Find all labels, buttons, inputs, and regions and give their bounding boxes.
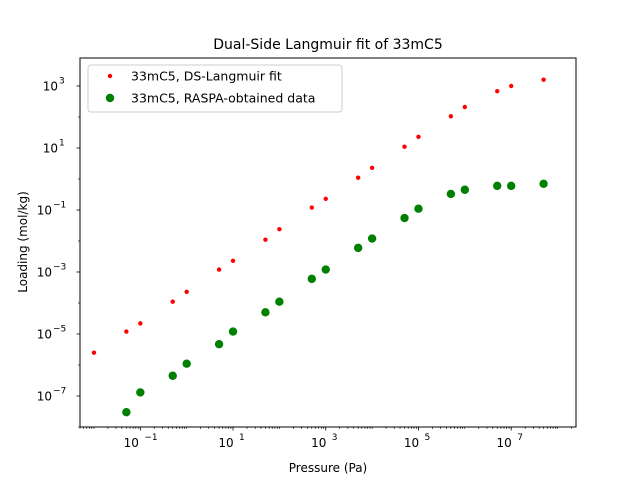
data-point	[402, 144, 407, 149]
x-tick-exponent: 3	[332, 433, 338, 443]
data-point	[263, 237, 268, 242]
data-point	[414, 204, 423, 213]
y-tick-exponent: −7	[53, 386, 66, 396]
data-point	[91, 350, 97, 355]
y-tick-label: 10	[43, 79, 58, 93]
x-tick-label: 10	[497, 436, 512, 450]
data-point	[136, 388, 145, 397]
data-point	[323, 196, 328, 201]
data-point	[182, 359, 191, 368]
data-point	[170, 299, 175, 304]
y-tick-exponent: 1	[59, 138, 65, 148]
y-tick-label: 10	[37, 389, 52, 403]
data-point	[122, 408, 131, 417]
plot-area-frame	[79, 57, 577, 428]
x-tick-exponent: −1	[144, 433, 157, 443]
y-axis-label: Loading (mol/kg)	[16, 191, 30, 293]
x-axis-label: Pressure (Pa)	[289, 461, 367, 475]
x-tick-label: 10	[404, 436, 419, 450]
data-point	[277, 227, 282, 232]
data-point	[307, 274, 316, 284]
series-raspa-data	[122, 179, 548, 417]
data-point	[168, 371, 177, 380]
data-point	[275, 297, 284, 306]
x-tick-exponent: 7	[517, 433, 523, 443]
data-point	[228, 327, 238, 336]
y-tick-label: 10	[37, 265, 52, 279]
data-point	[261, 308, 270, 317]
data-point	[462, 104, 468, 110]
data-point	[448, 114, 454, 119]
data-point	[495, 88, 500, 94]
data-point	[400, 213, 409, 223]
data-point	[460, 185, 470, 194]
data-point	[355, 175, 361, 180]
data-point	[230, 258, 236, 263]
data-point	[309, 205, 314, 210]
data-point	[508, 83, 514, 89]
data-point	[541, 77, 546, 82]
x-tick-label: 10	[218, 436, 233, 450]
data-point	[367, 234, 377, 243]
data-point	[321, 265, 330, 274]
data-point	[138, 321, 143, 326]
x-tick-exponent: 5	[424, 433, 430, 443]
chart-title: Dual-Side Langmuir fit of 33mC5	[213, 37, 442, 53]
data-point	[214, 339, 224, 349]
data-point	[506, 181, 516, 191]
series-ds-langmuir-fit	[91, 77, 546, 355]
legend-marker-ds-langmuir-fit	[107, 73, 113, 79]
y-tick-label: 10	[37, 327, 52, 341]
legend-label-ds-langmuir-fit: 33mC5, DS-Langmuir fit	[131, 69, 282, 84]
data-point	[184, 289, 189, 294]
data-point	[446, 189, 456, 199]
data-point	[124, 329, 129, 334]
data-point	[416, 134, 421, 139]
data-point	[493, 181, 502, 191]
legend: 33mC5, DS-Langmuir fit 33mC5, RASPA-obta…	[87, 64, 343, 113]
data-point	[216, 267, 222, 272]
y-tick-exponent: −1	[53, 200, 66, 210]
y-tick-exponent: 3	[59, 76, 65, 86]
y-tick-label: 10	[37, 203, 52, 217]
x-tick-exponent: 1	[239, 433, 245, 443]
data-point	[369, 165, 375, 170]
y-tick-exponent: −5	[53, 324, 66, 334]
data-point	[353, 243, 363, 253]
x-axis-ticks: 10 −1 10 1 10 3 10 5 10 7	[79, 427, 572, 450]
x-tick-label: 10	[311, 436, 326, 450]
legend-marker-raspa-data	[105, 93, 115, 103]
data-point	[539, 179, 548, 188]
legend-box	[87, 64, 343, 113]
y-tick-label: 10	[43, 141, 58, 155]
y-tick-exponent: −3	[53, 262, 66, 272]
series-layer	[91, 77, 548, 417]
legend-label-raspa-data: 33mC5, RASPA-obtained data	[131, 91, 315, 106]
x-tick-label: 10	[124, 436, 139, 450]
